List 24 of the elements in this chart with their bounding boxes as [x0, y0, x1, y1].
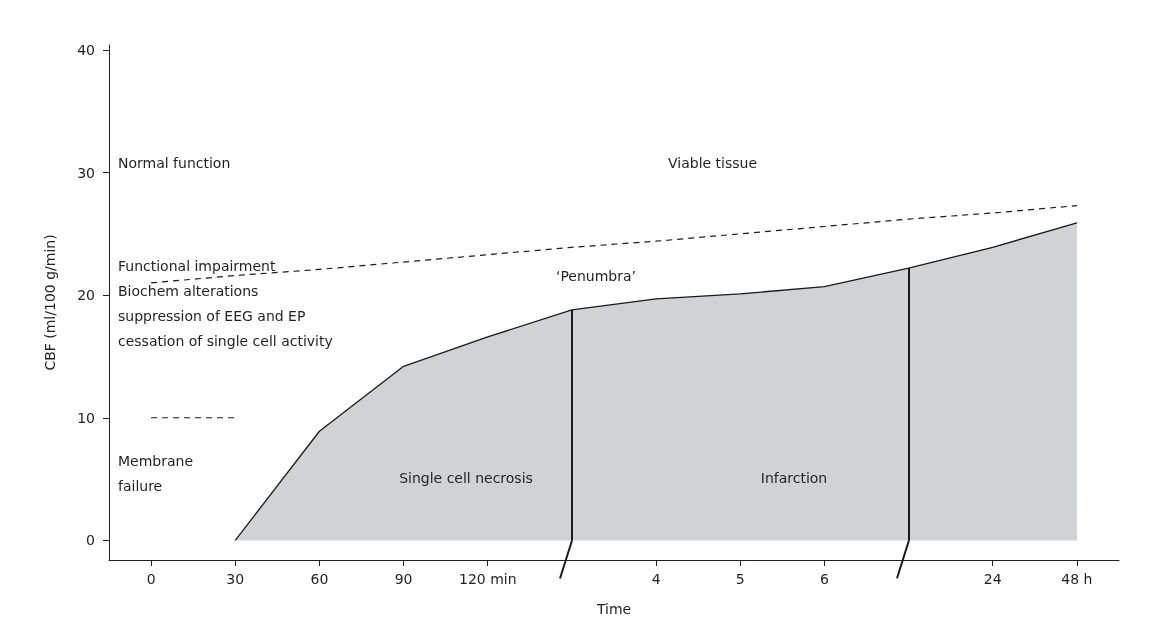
- x-tick-label: 90: [394, 571, 413, 587]
- annotation: Functional impairment Biochem alterations suppression of EEG and EP cessation of single cell activity: [118, 257, 333, 349]
- x-axis-title: Time: [595, 601, 632, 617]
- x-tick-label: 30: [226, 571, 245, 587]
- y-axis-title: CBF (ml/100 g/min): [42, 234, 58, 371]
- x-tick-label: 0: [146, 571, 156, 587]
- y-tick-label: 10: [77, 409, 95, 426]
- annotation: Membrane failure: [118, 452, 194, 494]
- y-tick-label: 40: [77, 41, 95, 58]
- annotation: ‘Penumbra’: [555, 267, 637, 284]
- x-tick-label: 6: [819, 571, 829, 587]
- x-tick-label: 48 h: [1061, 571, 1093, 587]
- x-tick-label: 60: [310, 571, 329, 587]
- x-tick-label: 4: [651, 571, 661, 587]
- x-tick-label: 120 min: [458, 571, 517, 587]
- y-tick-label: 30: [77, 164, 95, 181]
- annotation: Normal function: [118, 154, 231, 171]
- annotation: Viable tissue: [668, 154, 758, 171]
- annotation: Single cell necrosis: [399, 469, 533, 486]
- y-tick-label: 0: [86, 532, 95, 549]
- x-tick-label: 24: [983, 571, 1002, 587]
- annotation: Infarction: [760, 469, 828, 486]
- x-tick-label: 5: [735, 571, 745, 587]
- y-tick-label: 20: [77, 287, 95, 304]
